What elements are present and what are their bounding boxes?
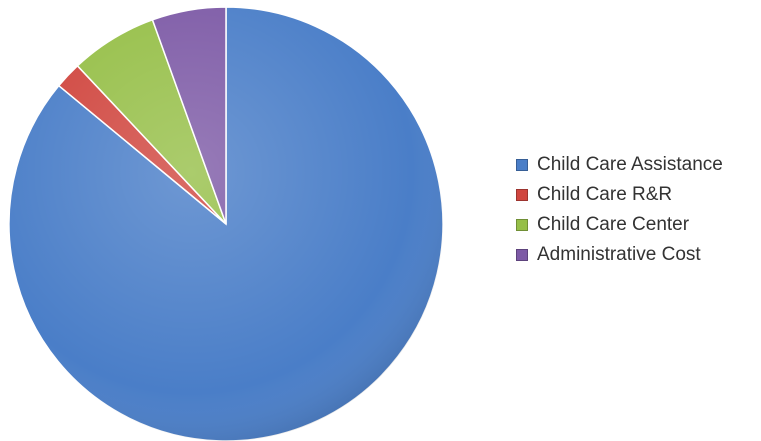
legend-item-child-care-assistance: Child Care Assistance [516,150,723,180]
legend-label-child-care-rr: Child Care R&R [537,184,673,205]
legend-label-administrative-cost: Administrative Cost [537,244,701,265]
legend-item-child-care-center: Child Care Center [516,210,723,240]
legend-label-child-care-assistance: Child Care Assistance [537,154,723,175]
pie-slices [8,6,444,441]
legend-item-child-care-rr: Child Care R&R [516,180,723,210]
legend-swatch-child-care-assistance [516,159,528,171]
legend: Child Care Assistance Child Care R&R Chi… [516,150,723,270]
legend-swatch-child-care-rr [516,189,528,201]
legend-label-child-care-center: Child Care Center [537,214,690,235]
legend-item-administrative-cost: Administrative Cost [516,240,723,270]
legend-swatch-administrative-cost [516,249,528,261]
legend-swatch-child-care-center [516,219,528,231]
